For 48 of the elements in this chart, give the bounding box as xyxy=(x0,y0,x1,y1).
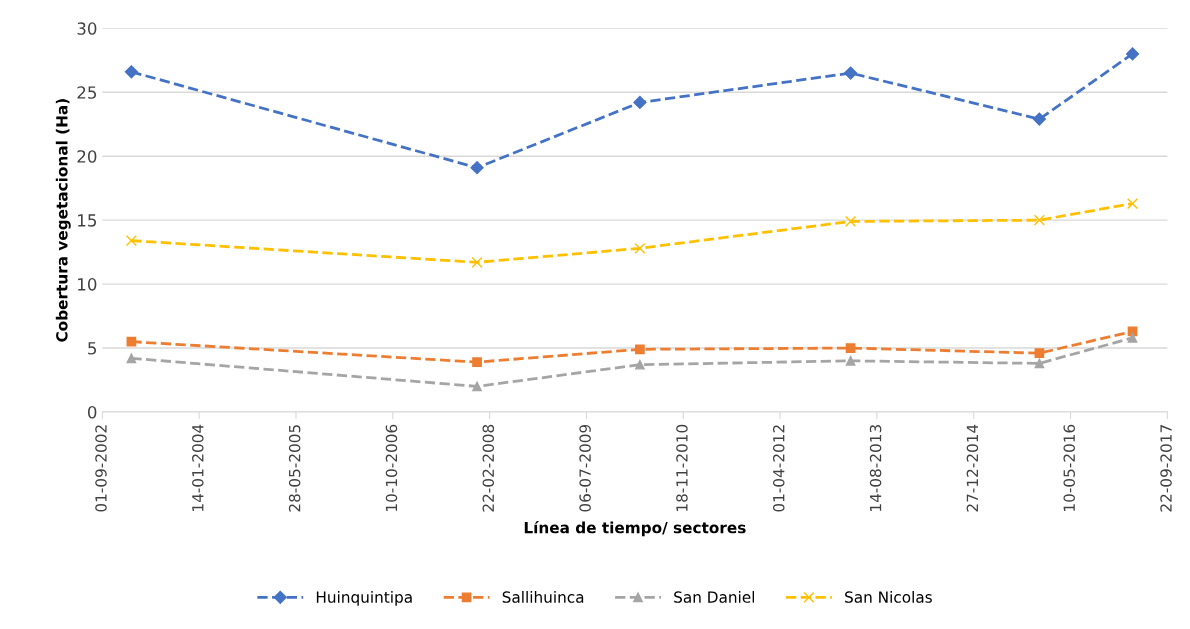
legend-label: Huinquintipa xyxy=(316,591,412,606)
x-axis-title: Línea de tiempo/ sectores xyxy=(524,520,746,537)
point xyxy=(471,256,483,268)
y-tick-label: 5 xyxy=(88,342,97,355)
point xyxy=(470,161,484,175)
x-tick-label: 01-09-2002 xyxy=(95,425,107,512)
x-tick-label: 01-04-2012 xyxy=(772,425,785,512)
y-tick-label: 15 xyxy=(78,214,97,227)
x-tick-label: 28-05-2005 xyxy=(288,425,301,512)
y-tick-label: 20 xyxy=(77,150,97,163)
point xyxy=(843,66,858,80)
point xyxy=(635,344,645,355)
x-tick-label: 14-08-2013 xyxy=(869,425,882,511)
point xyxy=(126,353,137,364)
point xyxy=(845,355,856,366)
point xyxy=(1032,112,1046,126)
point xyxy=(845,215,857,227)
point xyxy=(1034,358,1045,369)
point xyxy=(633,95,647,110)
legend-label: San Nicolas xyxy=(845,591,932,603)
point xyxy=(124,65,138,79)
x-tick-label: 27-12-2014 xyxy=(966,424,979,512)
x-tick-label: 10-05-2016 xyxy=(1063,424,1075,511)
y-tick-label: 10 xyxy=(78,278,97,291)
point xyxy=(125,235,137,247)
point xyxy=(1033,214,1045,226)
legend-label: Sallihuinca xyxy=(502,591,584,603)
legend-label: San Daniel xyxy=(674,591,755,603)
point xyxy=(1125,47,1140,61)
x-tick-label: 18-11-2010 xyxy=(676,424,688,511)
x-tick-label: 14-01-2004 xyxy=(192,424,204,511)
point xyxy=(1127,332,1138,343)
point xyxy=(845,343,856,353)
x-tick-label: 22-02-2008 xyxy=(482,424,495,512)
point xyxy=(126,336,137,347)
point xyxy=(635,359,645,370)
point xyxy=(1126,197,1139,210)
point xyxy=(1034,348,1045,359)
y-tick-label: 0 xyxy=(87,405,97,419)
y-tick-label: 30 xyxy=(77,22,97,35)
point xyxy=(472,357,482,367)
point xyxy=(472,381,482,392)
x-tick-label: 10-10-2006 xyxy=(385,424,398,511)
x-tick-label: 06-07-2009 xyxy=(579,424,591,512)
x-tick-label: 22-09-2017 xyxy=(1160,425,1172,512)
y-axis-title: Cobertura vegetacional (Ha) xyxy=(55,99,71,342)
y-tick-label: 25 xyxy=(77,86,97,99)
point xyxy=(634,242,646,254)
